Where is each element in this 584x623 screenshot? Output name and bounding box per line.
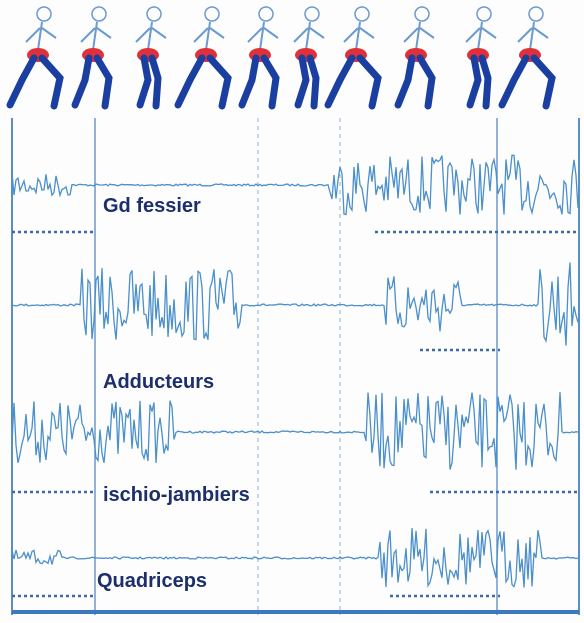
muscle-label: ischio-jambiers [103,484,250,506]
muscle-label: Adducteurs [103,371,214,393]
muscle-label: Quadriceps [97,570,207,592]
emg-figure: Gd fessier Adducteurs ischio-jambiers Qu… [0,0,584,623]
muscle-label: Gd fessier [103,195,201,217]
